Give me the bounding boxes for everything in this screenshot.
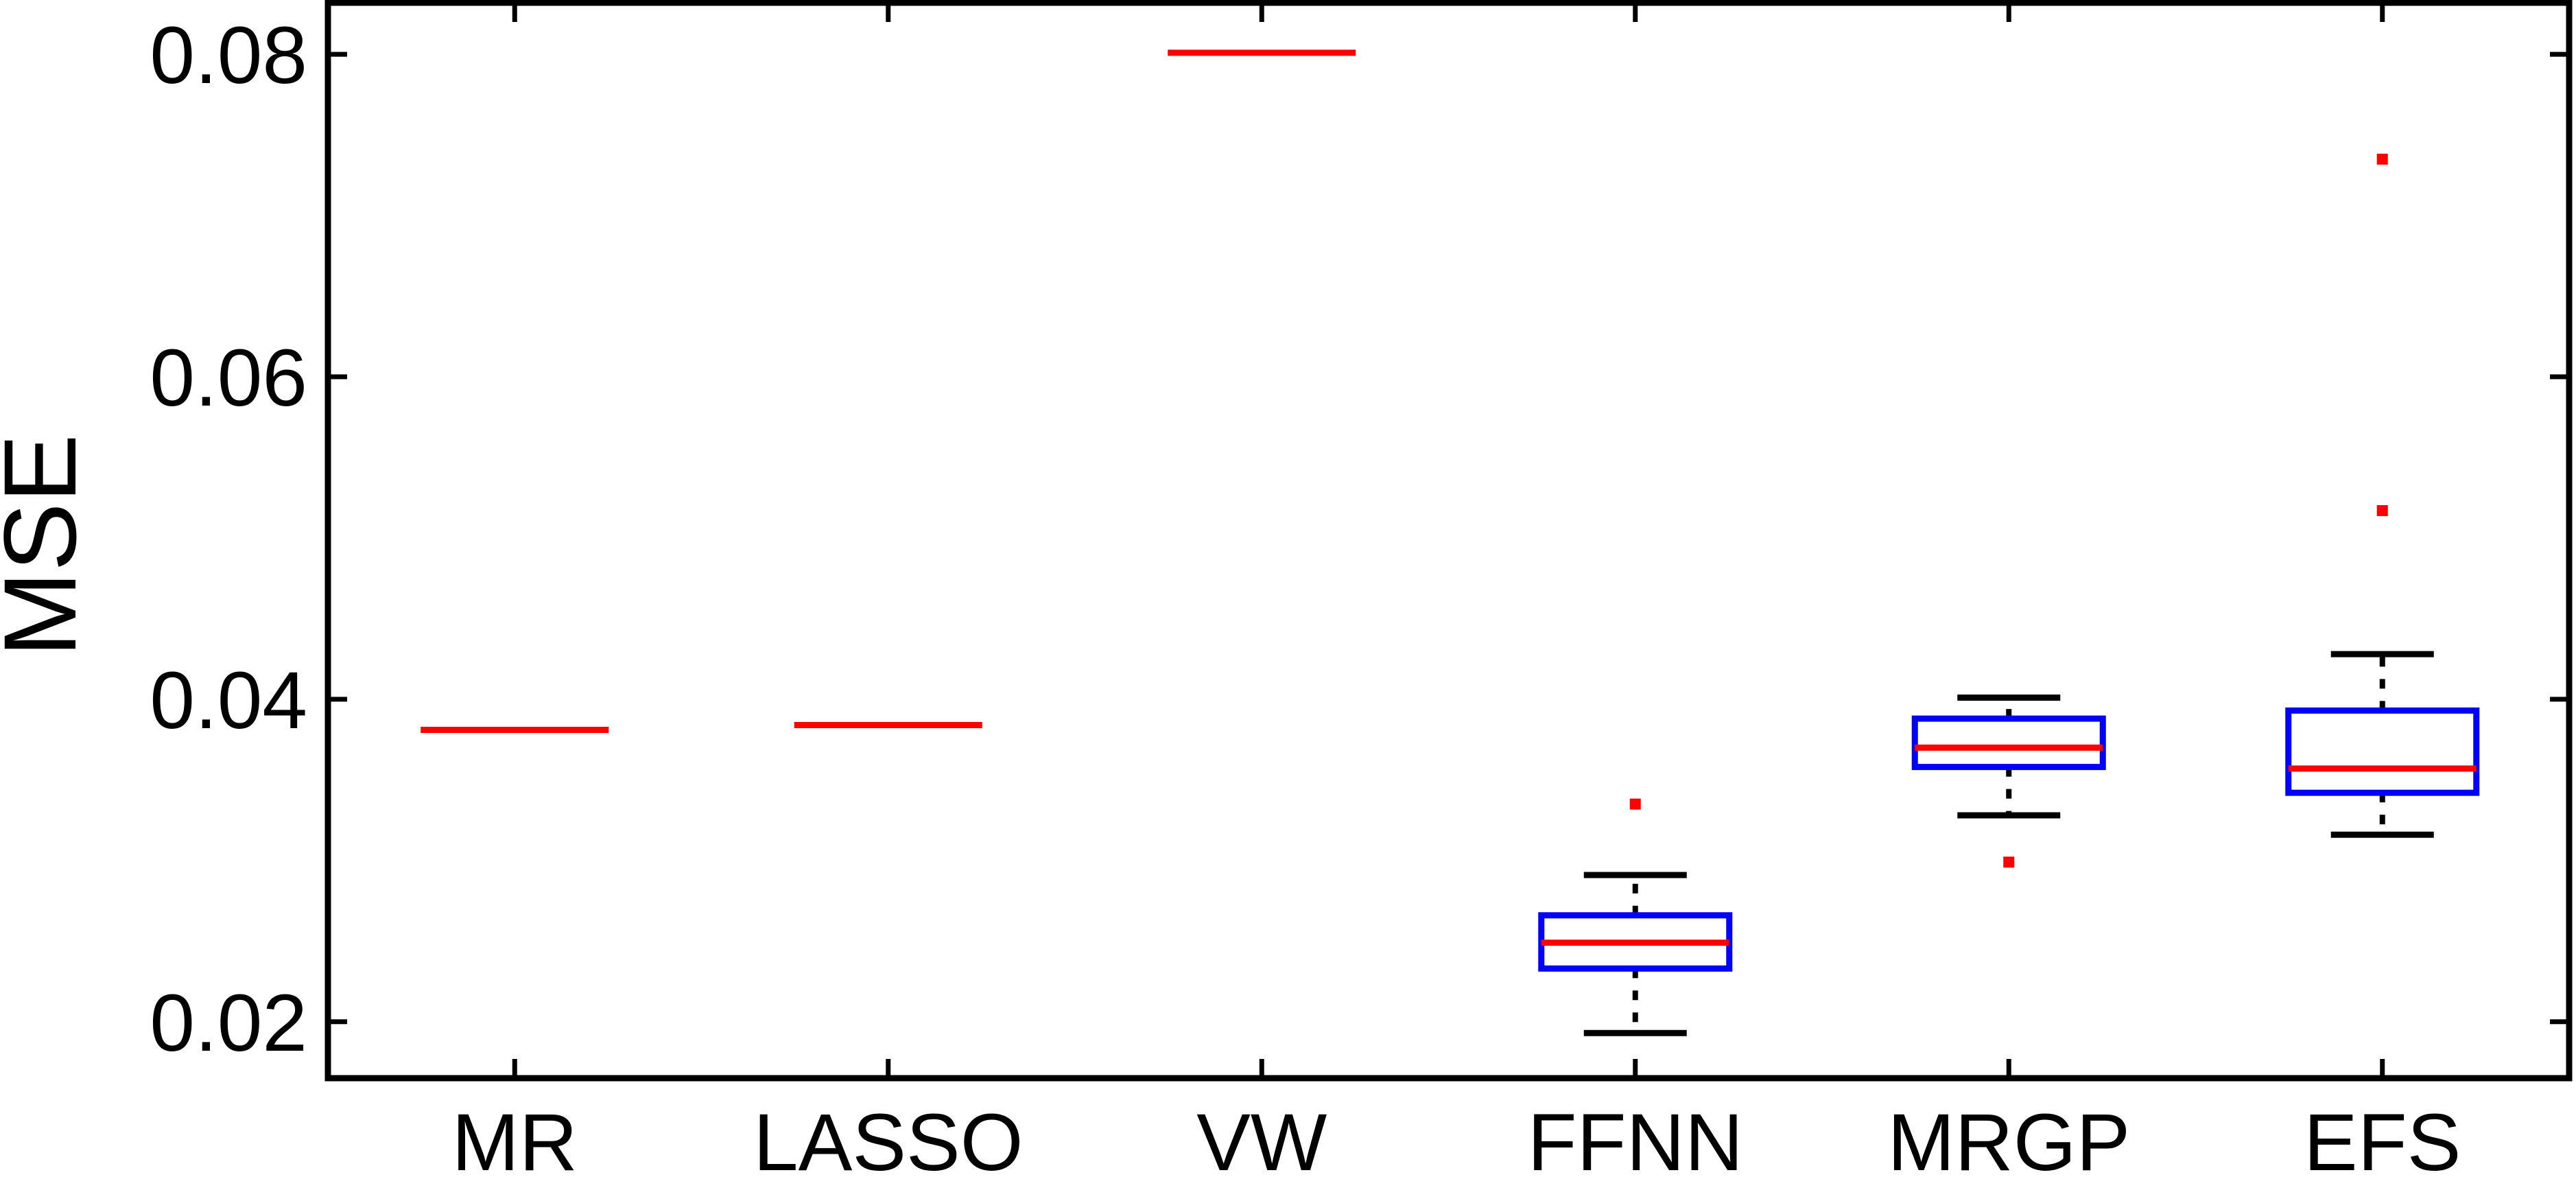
x-tick-label: EFS	[2304, 1097, 2461, 1177]
plot-frame	[324, 0, 2573, 1082]
x-tick-label: LASSO	[753, 1097, 1024, 1177]
box-iqr	[2285, 707, 2480, 796]
plot-area: 0.02 0.04 0.06 0.08 MR LASSO VW FFNN MRGP EFS	[150, 0, 2573, 1177]
y-tick-label: 0.08	[150, 10, 307, 101]
box-iqr	[1911, 715, 2106, 771]
x-tick-label: VW	[1196, 1097, 1327, 1177]
outlier-point	[2376, 153, 2388, 165]
y-tick-label: 0.06	[150, 333, 307, 423]
y-tick-label: 0.04	[150, 655, 307, 746]
y-axis-label: MSE	[0, 434, 97, 657]
x-tick-label: FFNN	[1527, 1097, 1743, 1177]
outlier-point	[2376, 505, 2388, 517]
outlier-point	[2003, 856, 2015, 868]
outlier-point	[1629, 798, 1641, 810]
y-tick-label: 0.02	[150, 978, 307, 1069]
x-tick-label: MR	[451, 1097, 578, 1177]
x-tick-label: MRGP	[1887, 1097, 2130, 1177]
